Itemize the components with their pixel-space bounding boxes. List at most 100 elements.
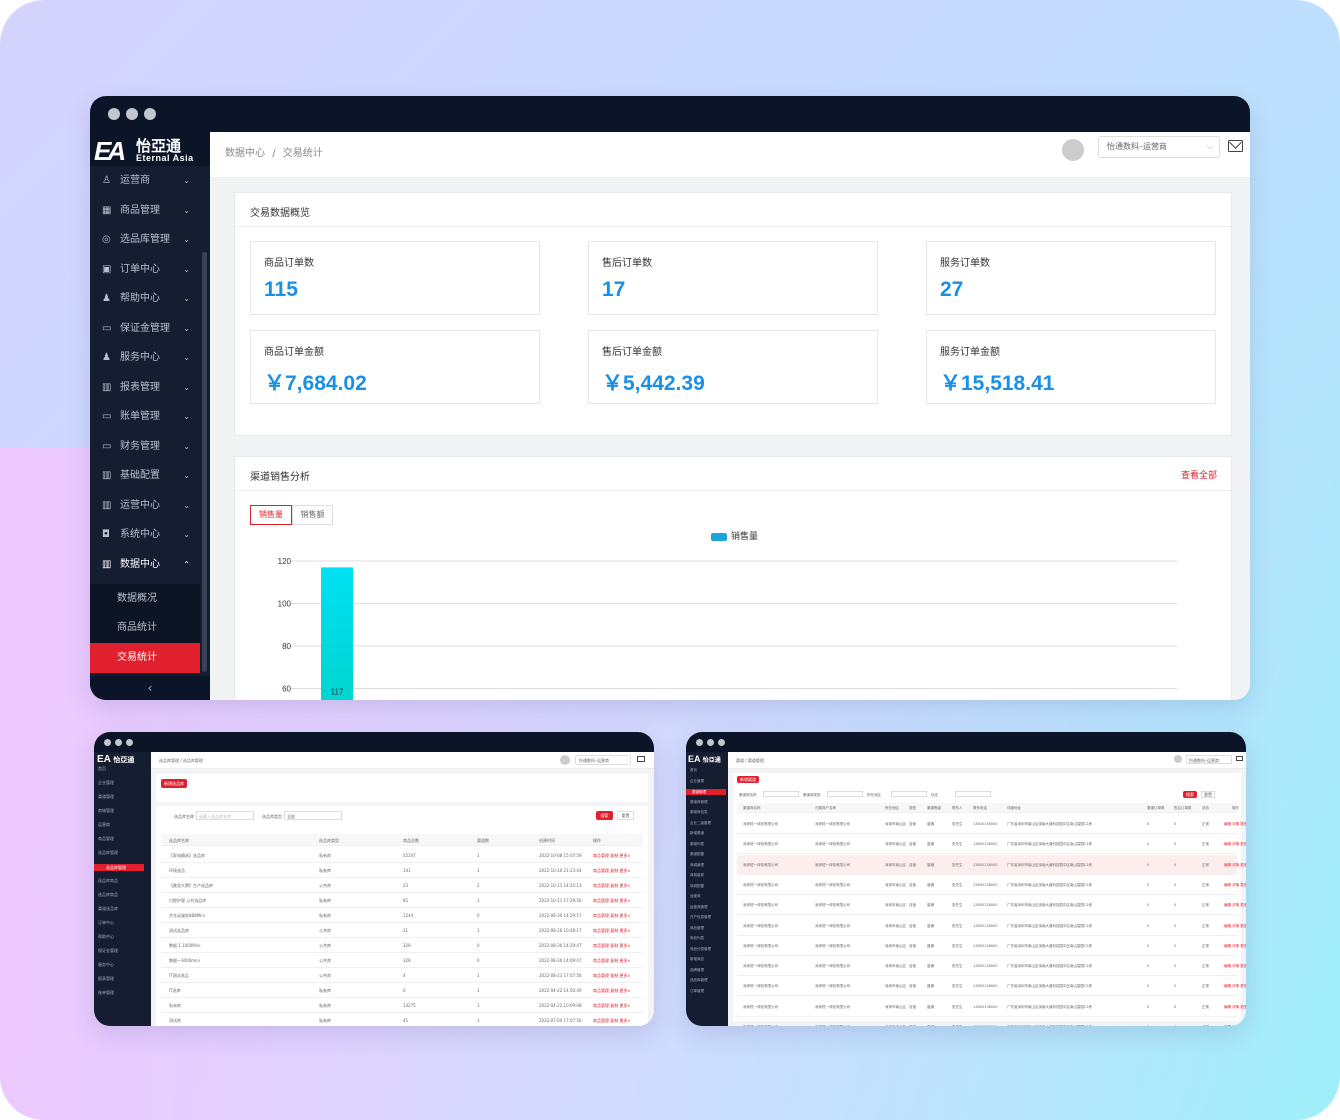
sidebar-item[interactable]: 开户信息管理 (690, 915, 711, 919)
sidebar-item[interactable]: 选品库商品 (98, 878, 118, 883)
filter-input[interactable] (955, 791, 991, 797)
row-actions[interactable]: 编辑 详情 更多 (1224, 862, 1246, 867)
chart-legend[interactable]: 销售量 (711, 529, 758, 542)
sidebar-item[interactable]: 渠道管理 (686, 789, 726, 795)
row-actions[interactable]: 商品管理 复制 更多∨ (593, 928, 631, 933)
sidebar-item[interactable]: 首页 (690, 768, 697, 772)
row-actions[interactable]: 商品管理 复制 更多∨ (593, 958, 631, 963)
sidebar-item[interactable]: 选品库管理 (690, 978, 708, 982)
chart-bar[interactable] (321, 567, 353, 700)
sidebar-item[interactable]: ▭ 财务管理 ⌄ (90, 432, 200, 462)
avatar[interactable] (1062, 139, 1084, 161)
sidebar-item[interactable]: ▣ 订单中心 ⌄ (90, 255, 200, 285)
sidebar-item[interactable]: 选品库商品 (98, 892, 118, 897)
sidebar-item[interactable]: ◎ 选品库管理 ⌄ (90, 225, 200, 255)
filter-type-select[interactable]: 全部 (284, 811, 342, 820)
table-row[interactable]: 私有库 私有库 14275 1 2022-04-22 10:09:08 商品管理 复制 更… (161, 998, 643, 1013)
search-button[interactable]: 搜索 (596, 811, 613, 820)
mail-icon[interactable] (1228, 140, 1243, 152)
row-actions[interactable]: 商品管理 复制 更多∨ (593, 883, 631, 888)
row-actions[interactable]: 编辑 详情 更多 (1224, 943, 1246, 948)
row-actions[interactable]: 商品管理 复制 更多∨ (593, 973, 631, 978)
table-row[interactable]: 环境选品 私有库 141 1 2022-10-10 21:23:44 商品管理 复制 更多… (161, 863, 643, 878)
sidebar-item[interactable]: ◘ 系统中心 ⌄ (90, 520, 200, 550)
sidebar-item[interactable]: 品牌管理 (690, 967, 704, 972)
sidebar-item[interactable]: 订单管理 (690, 988, 704, 993)
table-row[interactable]: 深圳恒一体验有限公司 深圳恒一体验有限公司 深圳市南山区自营 普通 张先生 1380013… (737, 976, 1246, 997)
row-actions[interactable]: 商品管理 复制 更多∨ (593, 988, 631, 993)
tab-sales-volume[interactable]: 销售量 (250, 505, 292, 525)
table-row[interactable]: 数据～3000mini 公共库 328 0 2022-08-30 14:09:47 商品管… (161, 953, 643, 968)
user-select[interactable]: 怡通数科–运营商 (575, 755, 631, 765)
table-row[interactable]: 深圳恒一体验有限公司 深圳恒一体验有限公司 深圳市南山区自营 普通 张先生 1380013… (737, 834, 1246, 855)
sidebar-item[interactable]: 商品管理 (690, 925, 704, 930)
table-row[interactable]: IT选库 私有库 0 1 2022-04-22 14:50:49 商品管理 复制 更多∨ (161, 983, 643, 998)
sidebar-item[interactable]: ♙ 运营商 ⌄ (90, 166, 200, 196)
sidebar-item[interactable]: 选品库管理 (98, 850, 118, 855)
sidebar-item[interactable]: 商城管理 (98, 808, 114, 813)
sidebar-item[interactable]: ▥ 数据中心 ⌃ (90, 550, 200, 580)
sidebar-item[interactable]: ♟ 帮助中心 ⌄ (90, 284, 200, 314)
sidebar-item[interactable]: ▥ 报表管理 ⌄ (90, 373, 200, 403)
row-actions[interactable]: 商品管理 复制 更多∨ (593, 853, 631, 858)
row-actions[interactable]: 商品管理 复制 更多∨ (593, 898, 631, 903)
table-row[interactable]: 深圳恒一体验有限公司 深圳恒一体验有限公司 深圳市南山区自营 普通 张先生 1380013… (737, 854, 1246, 875)
mail-icon[interactable] (1236, 756, 1243, 761)
sidebar-item[interactable]: 首页 (98, 766, 106, 771)
filter-input[interactable] (827, 791, 863, 797)
sidebar-item[interactable]: ▭ 保证金管理 ⌄ (90, 314, 200, 344)
sidebar-item[interactable]: ▭ 账单管理 ⌄ (90, 402, 200, 432)
sidebar-item[interactable]: 渠道选品库 (98, 906, 118, 911)
filter-name-input[interactable]: 请输入选品库名称 (196, 811, 254, 820)
row-actions[interactable]: 编辑 详情 更多 (1224, 882, 1246, 887)
table-row[interactable]: 深圳恒一体验有限公司 深圳恒一体验有限公司 深圳市南山区自营 普通 张先生 1380013… (737, 997, 1246, 1017)
row-actions[interactable]: 编辑 详情 更多 (1224, 842, 1246, 847)
table-row[interactable]: 深圳恒一体验有限公司 深圳恒一体验有限公司 深圳市南山区自营 普通 张先生 1380013… (737, 936, 1246, 956)
sidebar-item[interactable]: 企业管理 (98, 780, 114, 785)
sidebar-item[interactable]: ▥ 基础配置 ⌄ (90, 461, 200, 491)
sidebar-item[interactable]: 账单管理 (98, 990, 114, 995)
table-row[interactable]: 深圳恒一体验有限公司 深圳恒一体验有限公司 深圳市南山区自营 普通 张先生 1380013… (737, 814, 1246, 834)
sidebar-item[interactable]: ▦ 商品管理 ⌄ (90, 196, 200, 226)
sidebar-item[interactable]: 订单中心 (98, 920, 114, 925)
row-actions[interactable]: 编辑 详情 更多 (1224, 1004, 1246, 1009)
avatar[interactable] (1174, 755, 1182, 763)
row-actions[interactable]: 编辑 详情 更多 (1224, 964, 1246, 969)
tab-sales-amount[interactable]: 销售额 (292, 505, 333, 525)
sidebar-sub-item-goods-stats[interactable]: 商品统计 (90, 613, 200, 643)
sidebar-sub-item-trade-stats[interactable]: 交易统计 (90, 643, 200, 673)
table-row[interactable]: 【家电精选】选品库 私有库 15247 1 2022-10-08 15:07:59 商品管… (161, 848, 643, 863)
sidebar-item[interactable]: 保证金管理 (98, 948, 118, 953)
table-row[interactable]: IT测试选品 公共库 4 1 2022-08-23 17:07:56 商品管理 复制 更多… (161, 968, 643, 983)
sidebar-item[interactable]: 渠道列表 (690, 841, 704, 846)
row-actions[interactable]: 编辑 详情 更多 (1224, 923, 1246, 928)
sidebar-item[interactable]: 帮助中心 (98, 934, 114, 939)
sidebar-item[interactable]: 渠道配置 (690, 852, 704, 856)
sidebar-item[interactable]: 企业二级管理 (690, 820, 711, 825)
sidebar-item[interactable]: 企业管理 (690, 778, 704, 783)
add-library-button[interactable]: 新增选品库 (161, 779, 187, 788)
table-row[interactable]: 口腔护理 公共选品库 私有库 85 1 2022-10-11 17:29:56 商品管理 … (161, 893, 643, 908)
logo[interactable]: EA 怡亞通 Eternal Asia (90, 132, 210, 166)
reset-button[interactable]: 重置 (1201, 791, 1215, 798)
sidebar-item[interactable]: 服务中心 (98, 962, 114, 967)
row-actions[interactable]: 编辑 详情 更多 (1224, 822, 1246, 826)
table-row[interactable]: 【美妆大牌】生产选品库 公共库 23 2 2022-10-11 14:25:13 商品管理… (161, 878, 643, 893)
sidebar-item[interactable]: 报表管理 (98, 976, 114, 981)
sidebar-item[interactable]: 商城装修 (690, 873, 704, 877)
sidebar-item[interactable]: ▥ 运营中心 ⌄ (90, 491, 200, 521)
filter-input[interactable] (763, 791, 799, 797)
table-row[interactable]: 深圳恒一体验有限公司 深圳恒一体验有限公司 深圳市南山区自营 普通 张先生 1380013… (737, 875, 1246, 895)
user-select[interactable]: 怡通数科–运营商 ⌵ (1098, 136, 1220, 158)
row-actions[interactable]: 编辑 详情 更多 (1224, 903, 1246, 908)
table-row[interactable]: 测试选品库 公共库 21 1 2022-08-26 10:48:17 商品管理 复制 更多… (161, 923, 643, 938)
add-channel-button[interactable]: 新增渠道 (737, 776, 759, 783)
sidebar-item[interactable]: 商品分类管理 (690, 946, 711, 951)
row-actions[interactable]: 编辑 详情 更多 (1224, 1025, 1246, 1026)
table-row[interactable]: 深圳恒一体验有限公司 深圳恒一体验有限公司 深圳市南山区自营 普通 张先生 1380013… (737, 895, 1246, 916)
sidebar-item[interactable]: 新增商品 (690, 957, 704, 961)
collapse-button[interactable]: ‹ (90, 676, 210, 700)
sidebar-scrollbar[interactable] (202, 252, 207, 672)
breadcrumb-parent[interactable]: 数据中心 (225, 148, 265, 159)
